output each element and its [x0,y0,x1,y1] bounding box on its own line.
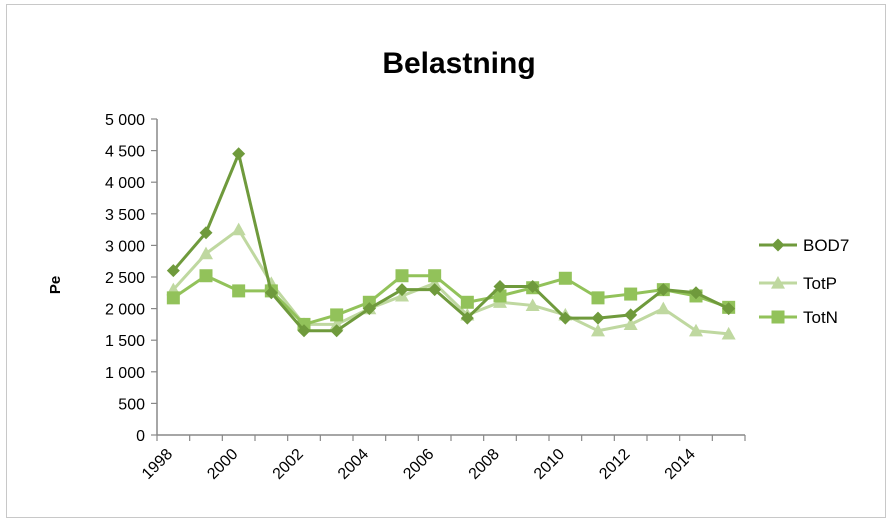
x-tick-label: 2004 [335,446,372,483]
x-tick-label: 2006 [400,446,437,483]
data-point-totn [199,269,213,283]
data-point-bod7 [232,147,246,161]
data-point-bod7 [591,311,605,325]
data-point-bod7 [362,302,376,316]
data-point-bod7 [428,283,442,297]
data-point-bod7 [689,286,703,300]
data-point-totp [591,323,605,337]
legend-item-totn: TotN [759,308,838,327]
data-point-totn [493,289,507,303]
y-tick-label: 5 000 [105,112,145,129]
y-tick-label: 4 500 [105,144,145,161]
data-point-bod7 [199,226,213,240]
x-tick-label: 2002 [270,446,307,483]
data-point-totn [460,295,474,309]
data-point-totp [689,323,703,337]
data-point-totp [721,326,736,340]
data-point-bod7 [722,302,736,316]
data-point-bod7 [264,286,278,300]
legend-marker [771,238,785,252]
y-tick-label: 2 000 [105,302,145,319]
x-tick-label: 2010 [531,446,568,483]
chart-frame: Belastning Pe 0 500 1 000 1 500 2 000 2 500 3 … [6,4,886,518]
data-point-totn [166,291,180,305]
data-point-bod7 [460,311,474,325]
data-point-totp [656,301,671,315]
y-tick-label: 3 500 [105,207,145,224]
legend-item-totp: TotP [759,274,837,293]
legend-marker [771,310,785,324]
x-tick-label: 2012 [596,446,633,483]
data-point-bod7 [656,283,670,297]
chart-title: Belastning [382,47,535,80]
x-tick-label: 2000 [204,446,241,483]
data-point-totn [395,269,409,283]
data-point-bod7 [297,324,311,338]
x-tick-label: 2014 [662,446,699,483]
y-tick-label: 0 [136,428,145,445]
data-point-totp [427,276,442,289]
data-point-bod7 [166,264,180,278]
legend-item-bod7: BOD7 [759,236,849,255]
data-point-bod7 [558,311,572,325]
legend-label: TotN [803,308,838,327]
line-chart: Belastning Pe 0 500 1 000 1 500 2 000 2 500 3 … [47,47,849,483]
plot-area: 0 500 1 000 1 500 2 000 2 500 3 000 3 500 4 000 4… [105,112,746,483]
data-point-bod7 [526,279,540,293]
x-tick-label: 1998 [139,446,176,483]
y-tick-label: 3 000 [105,238,145,255]
y-tick-label: 4 000 [105,175,145,192]
legend-marker [771,276,785,289]
data-point-bod7 [395,283,409,297]
data-point-totn [330,308,344,322]
data-point-totp [199,246,213,260]
series-line-bod7 [172,152,730,333]
data-point-bod7 [330,324,344,338]
data-point-totp [623,317,638,330]
data-point-totn [624,287,638,301]
x-tick-label: 2008 [466,446,503,483]
data-point-totn [558,271,572,285]
data-point-bod7 [493,279,507,293]
legend-label: TotP [803,274,837,293]
y-tick-label: 1 500 [105,333,145,350]
y-tick-label: 500 [118,396,145,413]
y-tick-label: 2 500 [105,270,145,287]
y-tick-label: 1 000 [105,365,145,382]
y-axis-label: Pe [47,276,64,294]
series-line-totp [172,228,729,336]
data-point-totp [525,298,540,312]
data-point-totn [591,291,605,305]
data-point-bod7 [624,308,638,322]
legend-label: BOD7 [803,236,849,255]
legend: BOD7 TotP TotN [759,236,849,327]
data-point-totn [232,284,246,298]
data-point-totp [231,222,246,236]
data-point-totn [428,269,442,283]
